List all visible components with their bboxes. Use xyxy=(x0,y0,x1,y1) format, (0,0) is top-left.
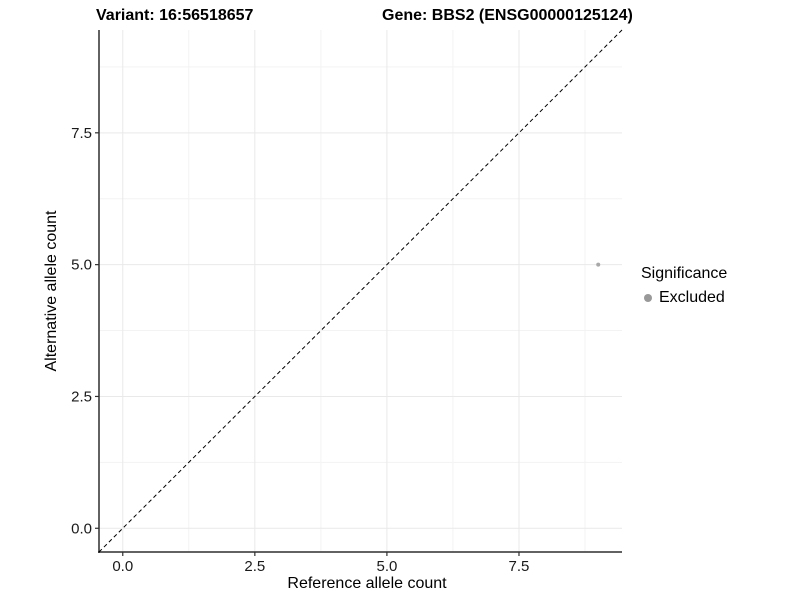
data-point xyxy=(596,262,601,267)
plot-title-variant: Variant: 16:56518657 xyxy=(96,7,254,24)
y-tick-label: 7.5 xyxy=(71,125,92,142)
x-axis-title: Reference allele count xyxy=(287,575,447,592)
major-gridlines xyxy=(99,30,622,552)
y-tick-label: 0.0 xyxy=(71,520,92,537)
x-tick-label: 5.0 xyxy=(376,558,397,575)
x-tick-label: 2.5 xyxy=(244,558,265,575)
y-axis-title: Alternative allele count xyxy=(43,210,60,372)
tick-marks xyxy=(95,132,520,556)
legend: Significance Excluded xyxy=(641,265,727,307)
x-tick-label: 7.5 xyxy=(509,558,530,575)
legend-entry-label: Excluded xyxy=(659,289,725,306)
legend-key-dot-icon xyxy=(644,294,652,302)
data-points-layer xyxy=(596,262,601,267)
tick-labels: 0.0 2.5 5.0 7.5 0.0 2.5 5.0 7.5 xyxy=(71,125,529,575)
plot-title-gene: Gene: BBS2 (ENSG00000125124) xyxy=(382,7,633,24)
minor-gridlines xyxy=(99,30,622,552)
axis-lines xyxy=(98,30,622,553)
legend-entry-excluded: Excluded xyxy=(644,289,727,307)
legend-title: Significance xyxy=(641,265,728,282)
y-tick-label: 2.5 xyxy=(71,388,92,405)
y-tick-label: 5.0 xyxy=(71,257,92,274)
x-tick-label: 0.0 xyxy=(112,558,133,575)
identity-line-layer xyxy=(98,29,623,553)
identity-dashed-line xyxy=(98,29,623,553)
